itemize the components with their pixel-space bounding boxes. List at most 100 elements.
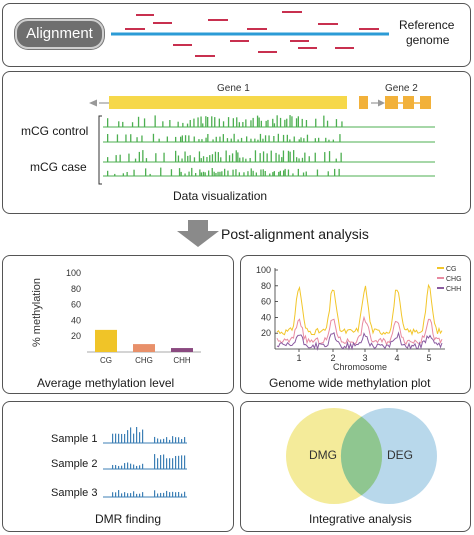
methylation-tick [235,169,237,176]
methylation-tick [324,152,326,162]
dmr-tick [124,463,126,469]
track-case-label: mCG case [30,160,87,174]
dmr-tick [124,492,126,497]
methylation-tick [254,138,256,142]
methylation-tick [202,171,205,176]
methylation-tick [298,158,300,162]
methylation-tick [273,123,276,127]
dmg-label: DMG [309,448,337,462]
methylation-tick [180,171,182,176]
y-tick-label: 100 [256,265,271,275]
methylation-tick [182,122,184,127]
methylation-tick [279,170,281,176]
methylation-tick [205,137,207,142]
alignment-button-label: Alignment [26,25,93,42]
methylation-tick [166,136,168,142]
bar-cg [95,329,117,352]
bar-chh [171,348,193,352]
genome-browser-graphic [89,96,435,185]
methylation-tick [149,173,151,176]
dmr-tick [154,454,156,469]
methylation-tick [180,136,182,142]
methylation-tick [269,173,271,176]
methylation-tick [207,134,209,142]
methylation-tick [225,150,227,162]
methylation-tick [297,116,299,127]
methylation-tick [221,171,223,176]
methylation-tick [297,168,299,176]
dmr-tick [166,490,168,497]
methylation-tick [289,115,291,127]
dmr-tick [172,458,174,469]
methylation-tick [273,171,275,176]
methylation-tracks [103,115,435,177]
methylation-tick [258,117,260,127]
methylation-tick [240,137,243,142]
dmr-tick [181,493,183,497]
methylation-tick [227,117,230,127]
methylation-tick [257,139,259,142]
methylation-tick [200,116,202,127]
dmr-tick [133,433,135,443]
dmr-tick [160,455,162,469]
methylation-tick [255,172,257,176]
methylation-tick [181,135,183,142]
x-tick-label: 4 [394,353,399,363]
post-alignment-caption: Post-alignment analysis [221,226,369,242]
methylation-tick [114,173,116,176]
methylation-tick [226,138,229,142]
methylation-tick [188,135,190,142]
methylation-tick [136,137,138,142]
methylation-tick [284,119,286,127]
dmr-tick [130,493,132,497]
gene2-exon [420,96,431,109]
methylation-tick [145,158,148,162]
methylation-tick [212,139,214,142]
methylation-tick [318,137,320,142]
methylation-tick [326,120,329,127]
methylation-tick [169,120,171,127]
methylation-tick [181,158,183,162]
methylation-tick [228,155,231,162]
methylation-tick [215,173,217,176]
deg-label: DEG [387,448,414,462]
methylation-tick [245,158,247,162]
methylation-tick [295,118,298,127]
methylation-tick [160,167,162,176]
methylation-tick [133,169,135,176]
methylation-tick [217,152,219,162]
dmr-tick [121,433,123,443]
methylation-tick [296,157,298,162]
methylation-tick [177,121,179,127]
down-arrow-icon [177,220,219,247]
dmr-tick [121,465,123,469]
alignment-button[interactable]: Alignment [15,19,104,49]
methylation-tick [134,158,137,162]
methylation-tick [293,150,295,162]
x-tick-label: 2 [330,353,335,363]
methylation-tick [116,134,119,142]
methylation-tick [217,171,219,176]
y-tick-label: 80 [261,281,271,291]
methylation-tick [316,169,319,176]
methylation-tick [270,150,272,162]
x-tick-label: 5 [426,353,431,363]
methylation-tick [264,135,267,142]
dmr-tick [169,439,171,443]
dmr-tick [178,437,180,443]
read-alignment-graphic [111,11,389,57]
methylation-tick [300,137,302,142]
methylation-tick [186,123,189,127]
methylation-tick [334,168,336,176]
gene1-label: Gene 1 [217,83,250,94]
methylation-tick [236,117,238,127]
y-tick-label: 40 [261,312,271,322]
methylation-tick [250,120,252,127]
series-line-chg [276,315,443,346]
methylation-tick [175,136,177,142]
methylation-tick [215,136,217,142]
dmr-panel: Sample 1 Sample 2 Sample 3 DMR finding [2,401,234,532]
dmr-sample2-label: Sample 2 [51,458,98,470]
methylation-tick [254,150,257,162]
methylation-tick [278,154,280,162]
